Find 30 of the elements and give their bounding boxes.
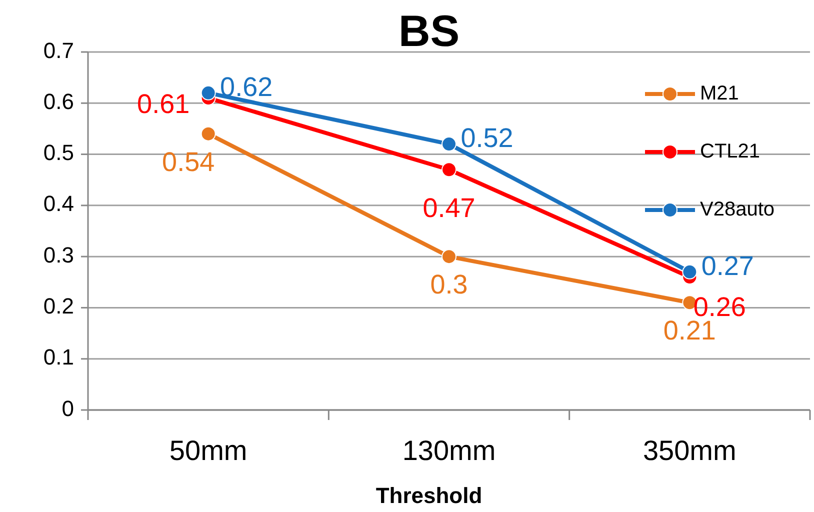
y-tick-label: 0.7: [43, 38, 74, 63]
data-label: 0.52: [460, 123, 514, 154]
x-tick-label: 50mm: [169, 435, 248, 466]
y-tick-label: 0.5: [43, 140, 74, 166]
point: [442, 136, 456, 152]
point: [200, 126, 216, 142]
legend-label: M21: [700, 82, 739, 104]
y-tick-label: 0: [62, 396, 74, 421]
y-tick-label: 0.1: [43, 344, 74, 370]
data-label: 0.21: [663, 316, 716, 346]
data-label: 0.27: [701, 251, 754, 282]
point: [442, 249, 456, 264]
y-tick-label: 0.3: [43, 242, 74, 268]
data-label: 0.3: [430, 270, 468, 300]
y-tick-label: 0.6: [43, 88, 74, 114]
data-label: 0.54: [162, 146, 215, 177]
chart-title: BS: [398, 7, 460, 56]
data-label: 0.62: [220, 72, 273, 102]
data-label: 0.61: [137, 89, 190, 120]
x-axis-title: Threshold: [376, 483, 482, 508]
legend-label: V28auto: [700, 198, 775, 220]
point: [442, 162, 456, 178]
x-tick-label: 130mm: [402, 435, 496, 466]
y-tick-label: 0.4: [43, 191, 74, 216]
x-tick-label: 350mm: [642, 435, 736, 466]
legend-label: CTL21: [700, 140, 760, 162]
y-tick-label: 0.2: [43, 294, 74, 319]
point: [200, 85, 216, 100]
point: [682, 264, 698, 280]
data-label: 0.47: [422, 192, 476, 223]
